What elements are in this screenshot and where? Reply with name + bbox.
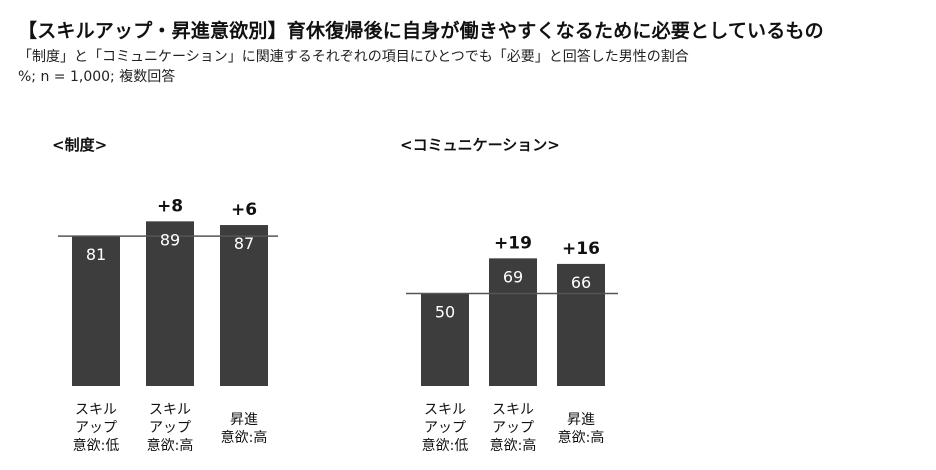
bar	[489, 258, 537, 386]
category-label: アップ	[424, 420, 466, 436]
category-label: 意欲:高	[147, 437, 194, 454]
bar	[72, 236, 120, 386]
bar	[220, 225, 268, 386]
category-label: 意欲:低	[73, 437, 120, 454]
panel-title: <コミュニケーション>	[400, 136, 560, 154]
bar-value-label: 87	[234, 234, 254, 253]
bar	[146, 221, 194, 386]
category-label: アップ	[149, 420, 191, 436]
category-label: スキル	[492, 402, 534, 418]
bar-value-label: 66	[571, 273, 591, 292]
bar	[421, 293, 469, 386]
category-label: 意欲:高	[221, 429, 268, 446]
category-label: スキル	[149, 402, 191, 418]
diff-label: +19	[494, 233, 532, 253]
diff-label: +6	[231, 200, 257, 220]
category-label: 昇進	[567, 412, 595, 428]
chart-subtitle: 「制度」と「コミュニケーション」に関連するそれぞれの項目にひとつでも「必要」と回…	[18, 49, 689, 65]
diff-label: +16	[562, 239, 600, 259]
category-label: 意欲:高	[558, 429, 605, 446]
bar-value-label: 81	[86, 245, 106, 264]
bar-value-label: 89	[160, 230, 180, 249]
bar	[557, 263, 605, 386]
category-label: アップ	[75, 420, 117, 436]
category-label: スキル	[75, 402, 117, 418]
chart-title: 【スキルアップ・昇進意欲別】育休復帰後に自身が働きやすくなるために必要としている…	[18, 20, 824, 42]
bar-value-label: 50	[435, 303, 455, 322]
bar-value-label: 69	[503, 267, 523, 286]
category-label: 昇進	[230, 412, 258, 428]
diff-label: +8	[157, 196, 183, 216]
panel-title: <制度>	[52, 136, 107, 154]
category-label: 意欲:高	[490, 437, 537, 454]
sample-note: %; n = 1,000; 複数回答	[18, 69, 176, 85]
category-label: スキル	[424, 402, 466, 418]
category-label: アップ	[492, 420, 534, 436]
category-label: 意欲:低	[422, 437, 469, 454]
